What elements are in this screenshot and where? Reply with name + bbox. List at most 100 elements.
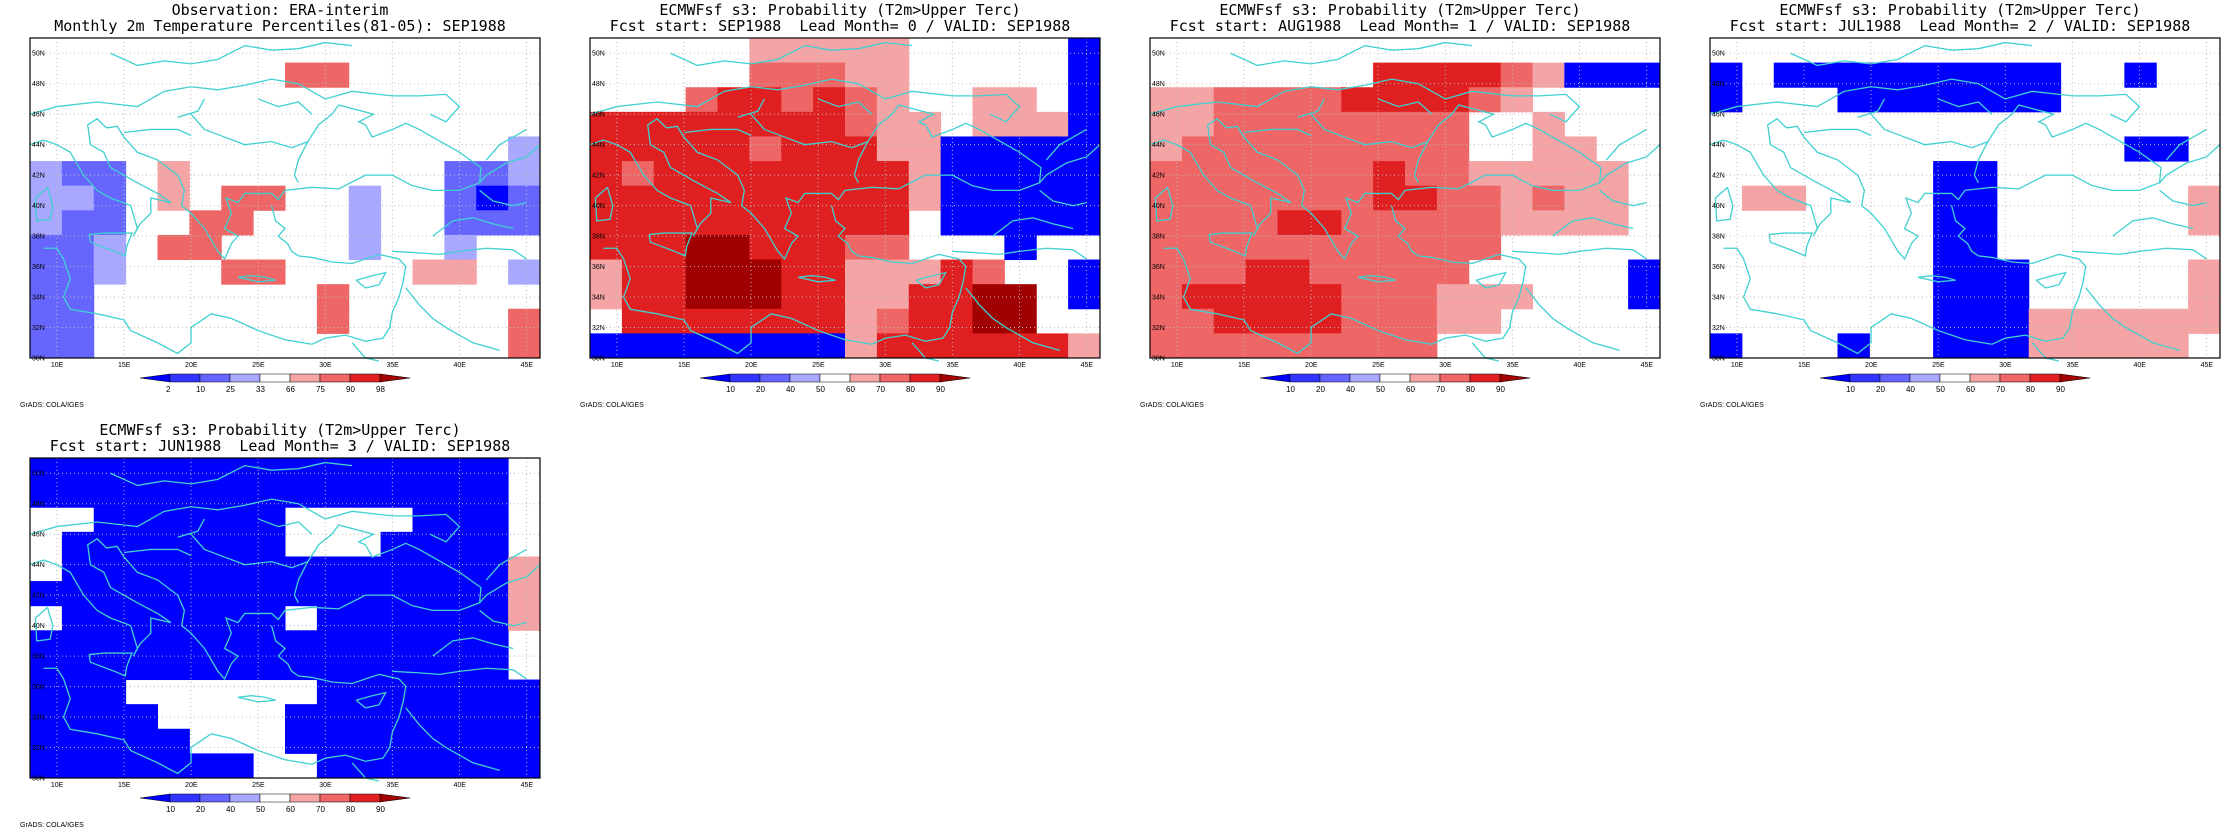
grid-cell <box>380 458 413 484</box>
coastline <box>405 287 500 352</box>
grid-cell <box>781 210 814 236</box>
colorbar-segment <box>229 373 261 383</box>
grid-cell <box>908 161 942 187</box>
grid-cell <box>1436 87 1470 113</box>
grid-cell <box>1181 234 1215 261</box>
grid-cell <box>189 458 222 484</box>
grid-cell <box>2188 308 2221 334</box>
grid-cell <box>380 556 413 582</box>
lon-tick-label: 30E <box>319 362 332 369</box>
grid-cell <box>125 654 158 681</box>
colorbar-segment <box>1439 373 1471 383</box>
colorbar-segment <box>379 793 411 803</box>
grid-cell <box>189 630 222 656</box>
grid-cell <box>61 654 95 681</box>
lat-tick-label: 40N <box>592 203 605 210</box>
panel-subtitle: Fcst start: JUL1988 Lead Month= 2 / VALI… <box>1729 17 2191 35</box>
grid-cell <box>1436 161 1470 187</box>
colorbar-label: 70 <box>316 805 325 814</box>
grid-cell <box>1869 87 1902 113</box>
grid-cell <box>1036 136 1069 162</box>
grid-cell <box>1532 161 1565 187</box>
coastline <box>1552 217 1634 237</box>
grid-cell <box>476 507 509 533</box>
lon-tick-label: 15E <box>1798 362 1811 369</box>
grid-cell <box>1245 333 1278 359</box>
lon-tick-label: 10E <box>1171 362 1184 369</box>
colorbar-segment <box>2029 373 2061 383</box>
grid-cell <box>1004 111 1037 137</box>
coastline <box>1512 247 1647 260</box>
grid-cell <box>972 136 1005 162</box>
panel-title: ECMWFsf s3: Probability (T2m>Upper Terc) <box>659 1 1021 19</box>
grid-cell <box>2124 136 2157 162</box>
grid-cell <box>2028 62 2062 88</box>
colorbar-label: 10 <box>196 385 205 394</box>
colorbar-segment <box>1469 373 1501 383</box>
grid-cell <box>1341 87 1374 113</box>
coastline <box>479 609 527 627</box>
grid-cell <box>1213 333 1247 359</box>
grid-cell <box>621 259 655 285</box>
panel-title: ECMWFsf s3: Probability (T2m>Upper Terc) <box>1219 1 1581 19</box>
grid-cell <box>189 531 222 557</box>
grid-cell <box>685 111 718 137</box>
colorbar-label: 90 <box>1496 385 1505 394</box>
grid-cell <box>1837 87 1870 113</box>
coastline <box>648 232 693 257</box>
grid-cell <box>285 458 318 484</box>
grid-cell <box>412 654 445 681</box>
grid-cell <box>444 259 477 285</box>
grid-cell <box>412 507 445 533</box>
colorbar-segment <box>1499 373 1531 383</box>
grid-cell <box>1468 234 1502 261</box>
lat-tick-label: 32N <box>1712 325 1725 332</box>
grid-cell <box>157 507 190 533</box>
grid-cell <box>1181 136 1215 162</box>
grid-cell <box>908 136 942 162</box>
grid-cell <box>125 704 158 730</box>
grid-cell <box>2060 333 2093 359</box>
grid-cell <box>157 728 190 754</box>
grid-cell <box>2188 259 2221 285</box>
grid-cell <box>61 556 95 582</box>
grid-cell <box>749 185 782 211</box>
grid-cell <box>93 210 127 236</box>
coastline <box>29 78 461 123</box>
grid-cell <box>476 458 509 484</box>
grid-cell <box>1213 308 1247 334</box>
lat-tick-label: 44N <box>1152 142 1165 149</box>
coastline <box>603 247 872 355</box>
coastline <box>965 287 1060 352</box>
colorbar-label: 80 <box>2026 385 2035 394</box>
grid-cell <box>412 581 445 607</box>
grid-cell <box>1628 62 1661 88</box>
coastline <box>2159 189 2207 207</box>
grid-cell <box>1309 259 1342 285</box>
grid-cell <box>221 458 254 484</box>
grid-cell <box>285 728 318 754</box>
colorbar-label: 40 <box>1906 385 1915 394</box>
colorbar-segment <box>819 373 851 383</box>
grid-cell <box>749 161 782 187</box>
lon-tick-label: 10E <box>51 362 64 369</box>
grid-cell <box>125 753 158 779</box>
grid-cell <box>845 308 878 334</box>
colorbar-segment <box>1319 373 1351 383</box>
grid-cell <box>1405 136 1438 162</box>
grid-cell <box>717 185 750 211</box>
map-panel-observation: Observation: ERA-interim Monthly 2m Tempe… <box>20 0 541 420</box>
coastline <box>405 707 500 772</box>
colorbar-label: 50 <box>256 805 265 814</box>
panel-subtitle: Fcst start: SEP1988 Lead Month= 0 / VALI… <box>609 17 1071 35</box>
grid-cell <box>1436 259 1470 285</box>
map-svg: 30N 32N 34N 36N 38N 40N 42N 44N 46N 48N 50N 10E 15E 2… <box>1709 37 2221 394</box>
colorbar-segment <box>139 793 171 803</box>
grid-cell <box>61 605 95 631</box>
grid-cell <box>1309 136 1342 162</box>
colorbar-label: 10 <box>1286 385 1295 394</box>
coastline <box>432 217 514 237</box>
grid-cell <box>316 704 350 730</box>
grid-cell <box>412 458 445 484</box>
coastline <box>479 564 541 604</box>
